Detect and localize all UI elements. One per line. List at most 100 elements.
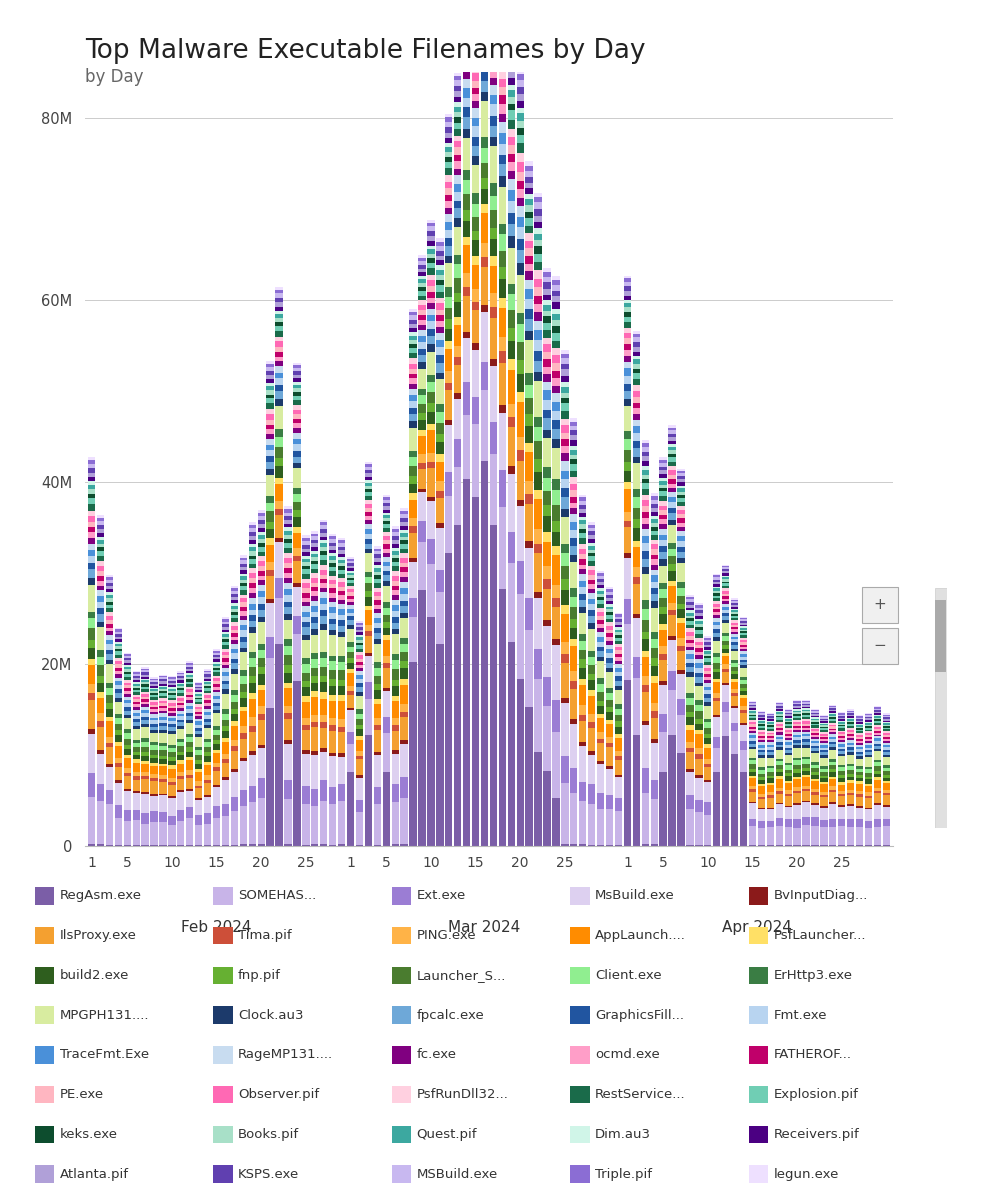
- Bar: [569, 419, 577, 422]
- Bar: [838, 714, 845, 716]
- Bar: [730, 694, 737, 696]
- Bar: [96, 754, 104, 784]
- Bar: [561, 454, 568, 461]
- Bar: [302, 750, 310, 754]
- Bar: [846, 805, 854, 820]
- Bar: [793, 749, 800, 758]
- Bar: [747, 1086, 768, 1103]
- Bar: [748, 748, 756, 749]
- Bar: [632, 385, 639, 391]
- Bar: [132, 684, 139, 685]
- Bar: [329, 556, 336, 559]
- Bar: [267, 658, 274, 708]
- Bar: [365, 470, 372, 473]
- Bar: [694, 624, 701, 628]
- Bar: [829, 715, 836, 718]
- Bar: [507, 97, 514, 104]
- Bar: [748, 708, 756, 709]
- Bar: [293, 587, 301, 616]
- Bar: [391, 785, 399, 802]
- Bar: [293, 428, 301, 433]
- Bar: [757, 740, 765, 743]
- Bar: [186, 760, 193, 770]
- Bar: [534, 312, 541, 320]
- Bar: [168, 701, 175, 703]
- Bar: [221, 738, 228, 742]
- Bar: [284, 509, 292, 512]
- Bar: [658, 624, 666, 630]
- Bar: [105, 664, 113, 683]
- Bar: [516, 134, 523, 143]
- Bar: [739, 662, 746, 665]
- Bar: [34, 1086, 54, 1103]
- Bar: [864, 755, 872, 757]
- Bar: [338, 540, 345, 542]
- Bar: [391, 529, 399, 533]
- Bar: [650, 545, 657, 550]
- Bar: [632, 508, 639, 520]
- Bar: [561, 605, 568, 614]
- Bar: [632, 656, 639, 678]
- Bar: [471, 264, 479, 289]
- Bar: [498, 508, 506, 588]
- Bar: [614, 617, 621, 619]
- Bar: [838, 785, 845, 791]
- Bar: [578, 650, 586, 660]
- Bar: [561, 470, 568, 479]
- Bar: [641, 517, 648, 524]
- Bar: [552, 479, 559, 490]
- Bar: [391, 802, 399, 845]
- Bar: [302, 602, 310, 606]
- Bar: [507, 563, 514, 642]
- Bar: [676, 558, 684, 563]
- Bar: [391, 702, 399, 718]
- Bar: [311, 697, 319, 715]
- Bar: [96, 784, 104, 802]
- Bar: [721, 577, 728, 580]
- Bar: [471, 217, 479, 230]
- Bar: [703, 671, 710, 674]
- Bar: [123, 738, 131, 745]
- Bar: [793, 745, 800, 749]
- Bar: [212, 703, 220, 706]
- Bar: [418, 283, 425, 287]
- Bar: [829, 776, 836, 779]
- Bar: [159, 679, 166, 682]
- Bar: [846, 737, 854, 738]
- Bar: [436, 332, 443, 340]
- Bar: [561, 697, 568, 703]
- Bar: [596, 588, 603, 590]
- Bar: [276, 366, 283, 372]
- Bar: [203, 703, 211, 706]
- Bar: [569, 844, 577, 846]
- Bar: [347, 658, 354, 662]
- Text: Top Malware Executable Filenames by Day: Top Malware Executable Filenames by Day: [85, 38, 645, 65]
- Bar: [650, 493, 657, 497]
- Bar: [436, 570, 443, 592]
- Bar: [338, 679, 345, 686]
- Bar: [685, 730, 693, 742]
- Bar: [685, 607, 693, 611]
- Bar: [516, 188, 523, 198]
- Bar: [685, 654, 693, 659]
- Bar: [587, 562, 595, 565]
- Bar: [658, 500, 666, 505]
- Bar: [480, 390, 488, 461]
- Bar: [775, 779, 783, 787]
- Bar: [382, 691, 390, 716]
- Bar: [284, 506, 292, 509]
- Bar: [88, 457, 95, 460]
- Bar: [712, 637, 719, 641]
- Bar: [676, 547, 684, 552]
- Bar: [658, 589, 666, 598]
- Bar: [507, 48, 514, 52]
- Bar: [534, 553, 541, 592]
- Bar: [534, 240, 541, 246]
- Bar: [418, 368, 425, 389]
- Bar: [267, 398, 274, 403]
- Bar: [784, 739, 791, 742]
- Bar: [534, 320, 541, 330]
- Bar: [105, 748, 113, 763]
- Bar: [632, 520, 639, 528]
- Bar: [88, 641, 95, 648]
